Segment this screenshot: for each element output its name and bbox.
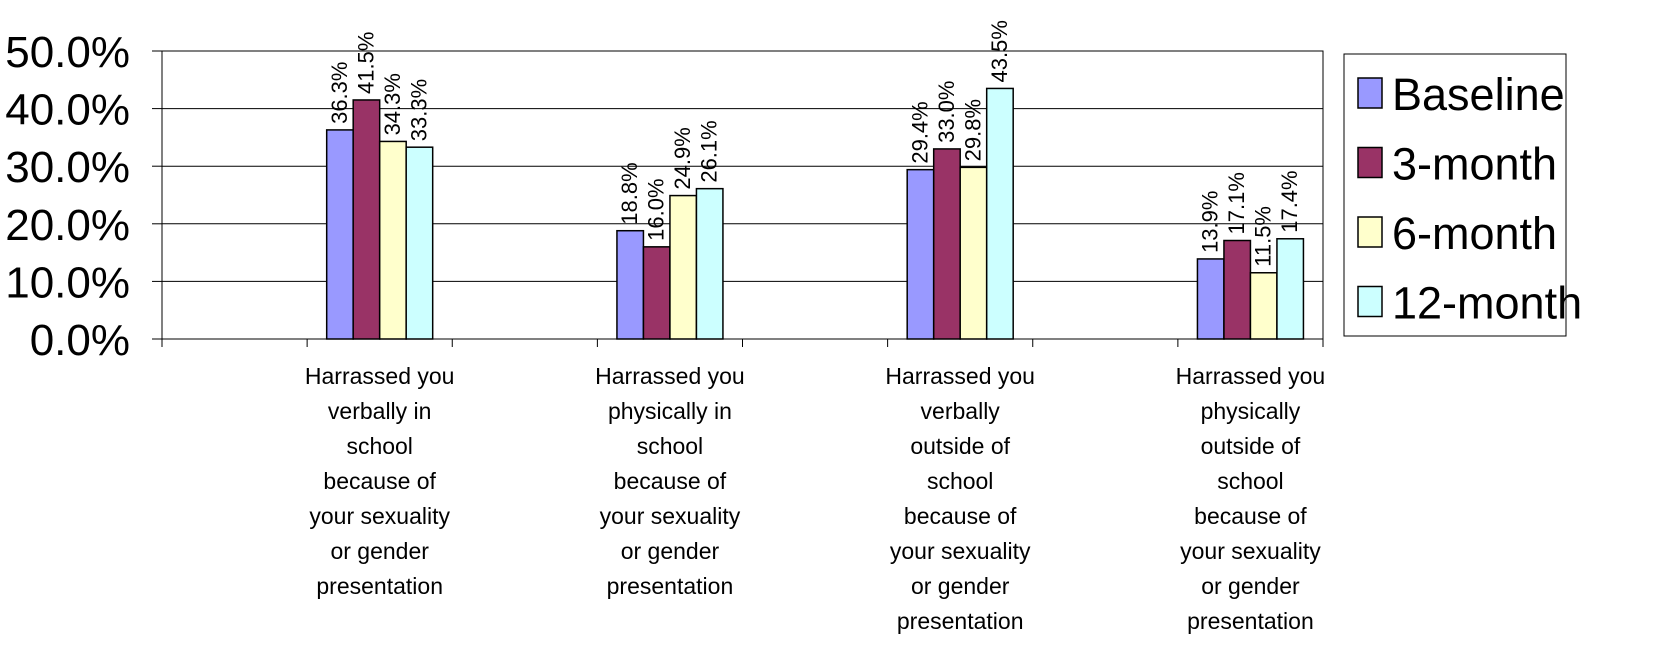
legend: Baseline 3-month 6-month 12-month — [1343, 53, 1582, 337]
x-axis: Harrassed you verbally in school because of… — [161, 339, 1326, 634]
x-category-label: presentation — [607, 573, 734, 599]
bar — [1249, 272, 1278, 340]
bar — [378, 140, 407, 340]
x-category-label: Harrassed you — [885, 363, 1035, 389]
bar — [932, 148, 961, 340]
data-label: 43.5% — [987, 20, 1012, 82]
y-tick-label: 40.0% — [5, 86, 130, 135]
data-label: 34.3% — [380, 73, 405, 135]
x-category-label: because of — [323, 468, 436, 494]
x-category-label: or gender — [1201, 573, 1300, 599]
data-label: 24.9% — [670, 127, 695, 189]
data-label: 16.0% — [644, 178, 669, 240]
x-category-label: your sexuality — [600, 503, 741, 529]
bar — [985, 87, 1014, 340]
x-category-label: or gender — [911, 573, 1010, 599]
x-category-label: school — [1217, 468, 1283, 494]
y-tick-label: 0.0% — [30, 316, 130, 365]
legend-swatch — [1357, 77, 1383, 109]
bar — [1223, 239, 1252, 340]
y-tick-label: 20.0% — [5, 201, 130, 250]
x-category-label: Harrassed you — [1176, 363, 1326, 389]
legend-label: 12-month — [1392, 278, 1582, 329]
legend-swatch — [1357, 216, 1383, 248]
y-tick-label: 50.0% — [5, 28, 130, 77]
bar — [352, 99, 381, 340]
bar — [616, 229, 645, 340]
data-label: 11.5% — [1251, 206, 1276, 267]
bar — [642, 246, 671, 340]
data-label: 33.0% — [934, 81, 959, 143]
x-category-label: presentation — [1187, 608, 1314, 634]
x-category-label: physically — [1201, 398, 1301, 424]
data-labels: 36.3% 41.5%34.3% 33.3% 18.8% 16.0%24.9% 26.1%… — [327, 20, 1302, 267]
x-category-label: presentation — [316, 573, 443, 599]
data-label: 29.4% — [907, 101, 932, 163]
x-category-label: physically in — [608, 398, 732, 424]
x-category-label: school — [927, 468, 993, 494]
data-label: 26.1% — [697, 120, 722, 182]
x-category-label: your sexuality — [890, 538, 1031, 564]
x-category-label: school — [637, 433, 703, 459]
y-tick-label: 30.0% — [5, 143, 130, 192]
data-label: 13.9% — [1198, 191, 1223, 253]
x-category-label: presentation — [897, 608, 1024, 634]
x-category-label: Harrassed you — [305, 363, 455, 389]
data-label: 33.3% — [406, 79, 431, 141]
data-label: 18.8% — [617, 162, 642, 224]
bar — [906, 168, 935, 340]
x-category-label: outside of — [1201, 433, 1301, 459]
bar — [1196, 258, 1225, 340]
x-category-label: because of — [904, 503, 1017, 529]
bar — [1276, 238, 1305, 340]
x-category-label: verbally — [921, 398, 1001, 424]
x-category-label: Harrassed you — [595, 363, 745, 389]
data-label: 36.3% — [327, 62, 352, 124]
x-category-label: or gender — [621, 538, 720, 564]
x-category-label: because of — [614, 468, 727, 494]
x-category-label: outside of — [910, 433, 1010, 459]
legend-label: 3-month — [1392, 139, 1557, 190]
data-label: 41.5% — [353, 32, 378, 94]
x-category-label: school — [346, 433, 412, 459]
x-category-label: your sexuality — [1180, 538, 1321, 564]
y-axis: 0.0% 10.0% 20.0% 30.0% 40.0% 50.0% — [5, 28, 162, 365]
legend-label: 6-month — [1392, 208, 1557, 259]
data-label: 29.8% — [960, 99, 985, 161]
bar — [325, 129, 354, 340]
x-category-label: verbally in — [328, 398, 432, 424]
x-category-label: because of — [1194, 503, 1307, 529]
legend-label: Baseline — [1392, 69, 1565, 120]
x-category-label: or gender — [330, 538, 429, 564]
bar — [959, 166, 988, 340]
legend-swatch — [1357, 285, 1383, 318]
legend-swatch — [1357, 146, 1383, 179]
bar — [405, 146, 434, 340]
bars — [325, 87, 1305, 340]
bar — [695, 187, 724, 340]
y-tick-label: 10.0% — [5, 258, 130, 307]
x-category-label: your sexuality — [309, 503, 450, 529]
bar — [669, 194, 698, 340]
data-label: 17.4% — [1277, 170, 1302, 232]
data-label: 17.1% — [1224, 172, 1249, 234]
